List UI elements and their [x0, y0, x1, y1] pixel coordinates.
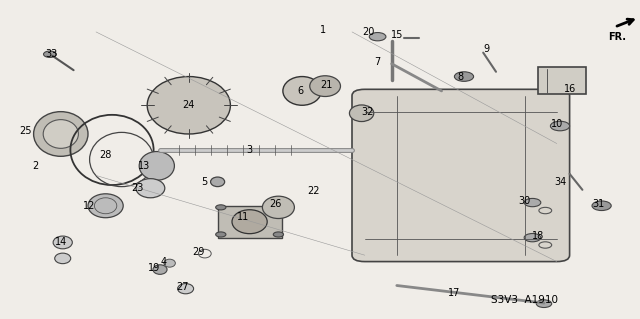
Text: 2: 2 — [32, 161, 38, 171]
Text: 6: 6 — [298, 86, 304, 96]
Text: 3: 3 — [246, 145, 253, 155]
Text: 1: 1 — [320, 25, 326, 35]
Circle shape — [273, 232, 284, 237]
Ellipse shape — [153, 265, 167, 274]
Text: 29: 29 — [192, 247, 205, 257]
Text: 16: 16 — [563, 84, 576, 94]
Text: 4: 4 — [160, 256, 166, 267]
Text: 26: 26 — [269, 199, 282, 209]
Text: 24: 24 — [182, 100, 195, 110]
Ellipse shape — [310, 76, 340, 96]
Text: 33: 33 — [45, 49, 58, 59]
Ellipse shape — [283, 77, 321, 105]
FancyBboxPatch shape — [538, 67, 586, 94]
Text: 12: 12 — [83, 201, 96, 211]
Ellipse shape — [232, 210, 268, 234]
Circle shape — [454, 72, 474, 81]
Circle shape — [216, 232, 226, 237]
Text: 17: 17 — [448, 288, 461, 299]
Ellipse shape — [164, 259, 175, 267]
Text: 7: 7 — [374, 57, 381, 67]
Text: 20: 20 — [362, 27, 374, 37]
Ellipse shape — [262, 196, 294, 219]
Text: 14: 14 — [54, 237, 67, 248]
Ellipse shape — [140, 152, 174, 180]
Circle shape — [550, 121, 570, 131]
Circle shape — [524, 234, 541, 242]
Text: 30: 30 — [518, 196, 531, 206]
Ellipse shape — [43, 120, 79, 148]
Text: 9: 9 — [483, 44, 490, 55]
Text: 18: 18 — [531, 231, 544, 241]
Text: 19: 19 — [147, 263, 160, 273]
Circle shape — [216, 205, 226, 210]
Text: 31: 31 — [592, 199, 605, 209]
Ellipse shape — [178, 284, 193, 294]
Ellipse shape — [136, 179, 165, 198]
Text: 15: 15 — [390, 30, 403, 40]
Text: 10: 10 — [550, 119, 563, 130]
Ellipse shape — [147, 77, 230, 134]
Text: 32: 32 — [362, 107, 374, 117]
Text: 34: 34 — [554, 177, 566, 187]
Circle shape — [273, 205, 284, 210]
Text: FR.: FR. — [609, 32, 627, 42]
Ellipse shape — [349, 105, 374, 122]
Circle shape — [369, 33, 386, 41]
Circle shape — [524, 198, 541, 207]
Text: 11: 11 — [237, 212, 250, 222]
Text: S3V3  A1910: S3V3 A1910 — [492, 295, 558, 305]
Text: 21: 21 — [320, 79, 333, 90]
Text: 22: 22 — [307, 186, 320, 197]
Circle shape — [44, 51, 56, 57]
Text: 8: 8 — [458, 71, 464, 82]
Text: 13: 13 — [138, 161, 150, 171]
Ellipse shape — [88, 194, 124, 218]
Ellipse shape — [211, 177, 225, 187]
Circle shape — [536, 300, 552, 308]
Text: 27: 27 — [176, 282, 189, 292]
Ellipse shape — [33, 112, 88, 156]
Text: 28: 28 — [99, 150, 112, 160]
Text: 5: 5 — [202, 177, 208, 187]
FancyBboxPatch shape — [352, 89, 570, 262]
Circle shape — [592, 201, 611, 211]
Text: 25: 25 — [19, 126, 32, 136]
Ellipse shape — [55, 253, 70, 264]
Text: 23: 23 — [131, 183, 144, 193]
Ellipse shape — [53, 236, 72, 249]
Bar — [218, 206, 282, 238]
